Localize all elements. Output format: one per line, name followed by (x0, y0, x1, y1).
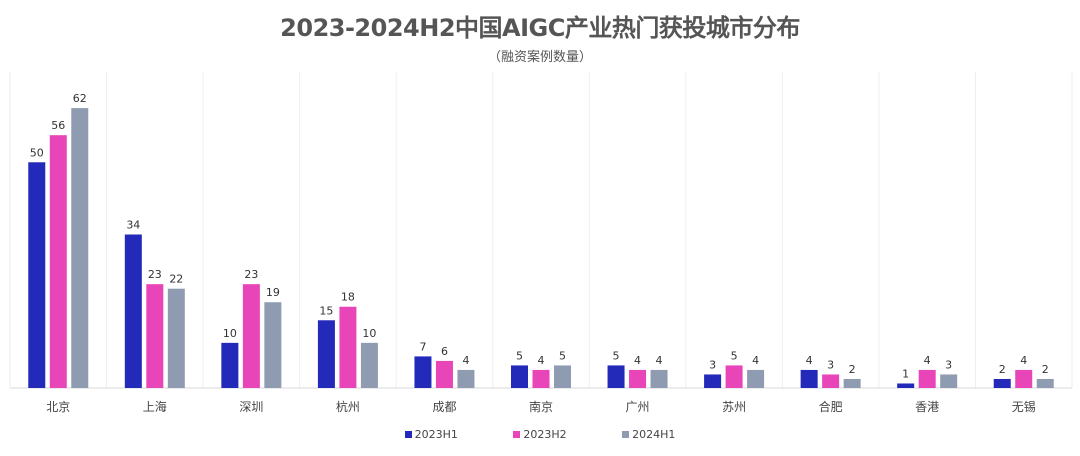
x-tick-label: 深圳 (239, 400, 263, 414)
bar (317, 320, 335, 388)
data-label: 4 (538, 354, 545, 367)
chart-title: 2023-2024H2中国AIGC产业热门获投城市分布 (280, 14, 800, 42)
legend-label-2023h1: 2023H1 (414, 428, 458, 441)
bar (339, 306, 357, 388)
legend-label-2023h2: 2023H2 (523, 428, 567, 441)
x-tick-label: 无锡 (1012, 399, 1036, 414)
bar (242, 284, 260, 388)
x-tick-label: 香港 (915, 400, 939, 414)
bar (747, 369, 765, 388)
data-label: 5 (559, 349, 566, 362)
x-tick-label: 苏州 (722, 400, 746, 414)
bar (1036, 378, 1054, 388)
data-label: 62 (73, 92, 87, 105)
data-label: 56 (51, 119, 65, 132)
legend-swatch-2023h2 (513, 431, 521, 438)
bar (704, 374, 722, 388)
data-label: 2 (1042, 363, 1049, 376)
data-label: 18 (341, 291, 355, 304)
data-label: 19 (266, 286, 280, 299)
chart-legend: 2023H1 2023H2 2024H1 (0, 428, 1080, 441)
bar (435, 360, 453, 388)
data-label: 5 (731, 349, 738, 362)
bar (554, 365, 571, 388)
bar (843, 378, 861, 388)
legend-swatch-2023h1 (404, 431, 412, 438)
bar (264, 302, 282, 388)
bar (221, 342, 239, 388)
bar (71, 108, 89, 388)
bar (940, 374, 958, 388)
data-label: 15 (319, 304, 333, 317)
bar (725, 365, 743, 388)
data-label: 23 (148, 268, 162, 281)
bar (146, 284, 164, 388)
bar (414, 356, 432, 388)
data-label: 4 (806, 354, 813, 367)
x-tick-label: 杭州 (336, 399, 360, 414)
bar (993, 378, 1011, 388)
bar (167, 288, 185, 388)
bar (822, 374, 840, 388)
chart-subtitle: （融资案例数量） (487, 50, 592, 65)
data-label: 50 (30, 146, 44, 159)
data-label: 7 (419, 340, 426, 353)
legend-item-2024h1: 2024H1 (622, 428, 675, 441)
data-label: 4 (924, 354, 931, 367)
bar (124, 234, 142, 388)
data-label: 4 (462, 354, 469, 367)
x-tick-label: 南京 (529, 399, 553, 414)
bar (1015, 369, 1033, 388)
x-tick-label: 上海 (143, 399, 167, 414)
data-label: 5 (516, 349, 523, 362)
data-label: 4 (656, 354, 663, 367)
legend-item-2023h1: 2023H1 (404, 428, 458, 441)
bar (28, 162, 46, 388)
data-label: 4 (634, 354, 641, 367)
x-tick-label: 合肥 (819, 399, 843, 414)
data-label: 3 (709, 358, 716, 371)
legend-item-2023h2: 2023H2 (513, 428, 567, 441)
x-tick-label: 广州 (626, 400, 650, 414)
data-label: 4 (1020, 354, 1027, 367)
data-label: 22 (169, 273, 183, 286)
bar (360, 342, 378, 388)
bar (607, 365, 625, 388)
data-label: 2 (849, 363, 856, 376)
data-label: 6 (441, 345, 448, 358)
bar (629, 369, 647, 388)
bar (897, 383, 915, 388)
data-label: 4 (752, 354, 759, 367)
legend-swatch-2024h1 (622, 431, 630, 438)
bar (650, 369, 668, 388)
bar (457, 369, 475, 388)
bar (918, 369, 936, 388)
data-label: 3 (827, 358, 834, 371)
bar (511, 365, 528, 388)
data-label: 1 (902, 367, 909, 380)
data-label: 23 (244, 268, 258, 281)
data-label: 3 (945, 358, 952, 371)
data-label: 10 (362, 327, 376, 340)
x-tick-label: 成都 (432, 400, 456, 414)
data-label: 2 (999, 363, 1006, 376)
data-label: 34 (126, 219, 140, 232)
bar (532, 369, 550, 388)
data-label: 5 (613, 349, 620, 362)
data-label: 10 (223, 327, 237, 340)
bar (800, 369, 818, 388)
legend-label-2024h1: 2024H1 (632, 428, 676, 441)
x-tick-label: 北京 (46, 400, 70, 414)
bar (49, 135, 67, 388)
